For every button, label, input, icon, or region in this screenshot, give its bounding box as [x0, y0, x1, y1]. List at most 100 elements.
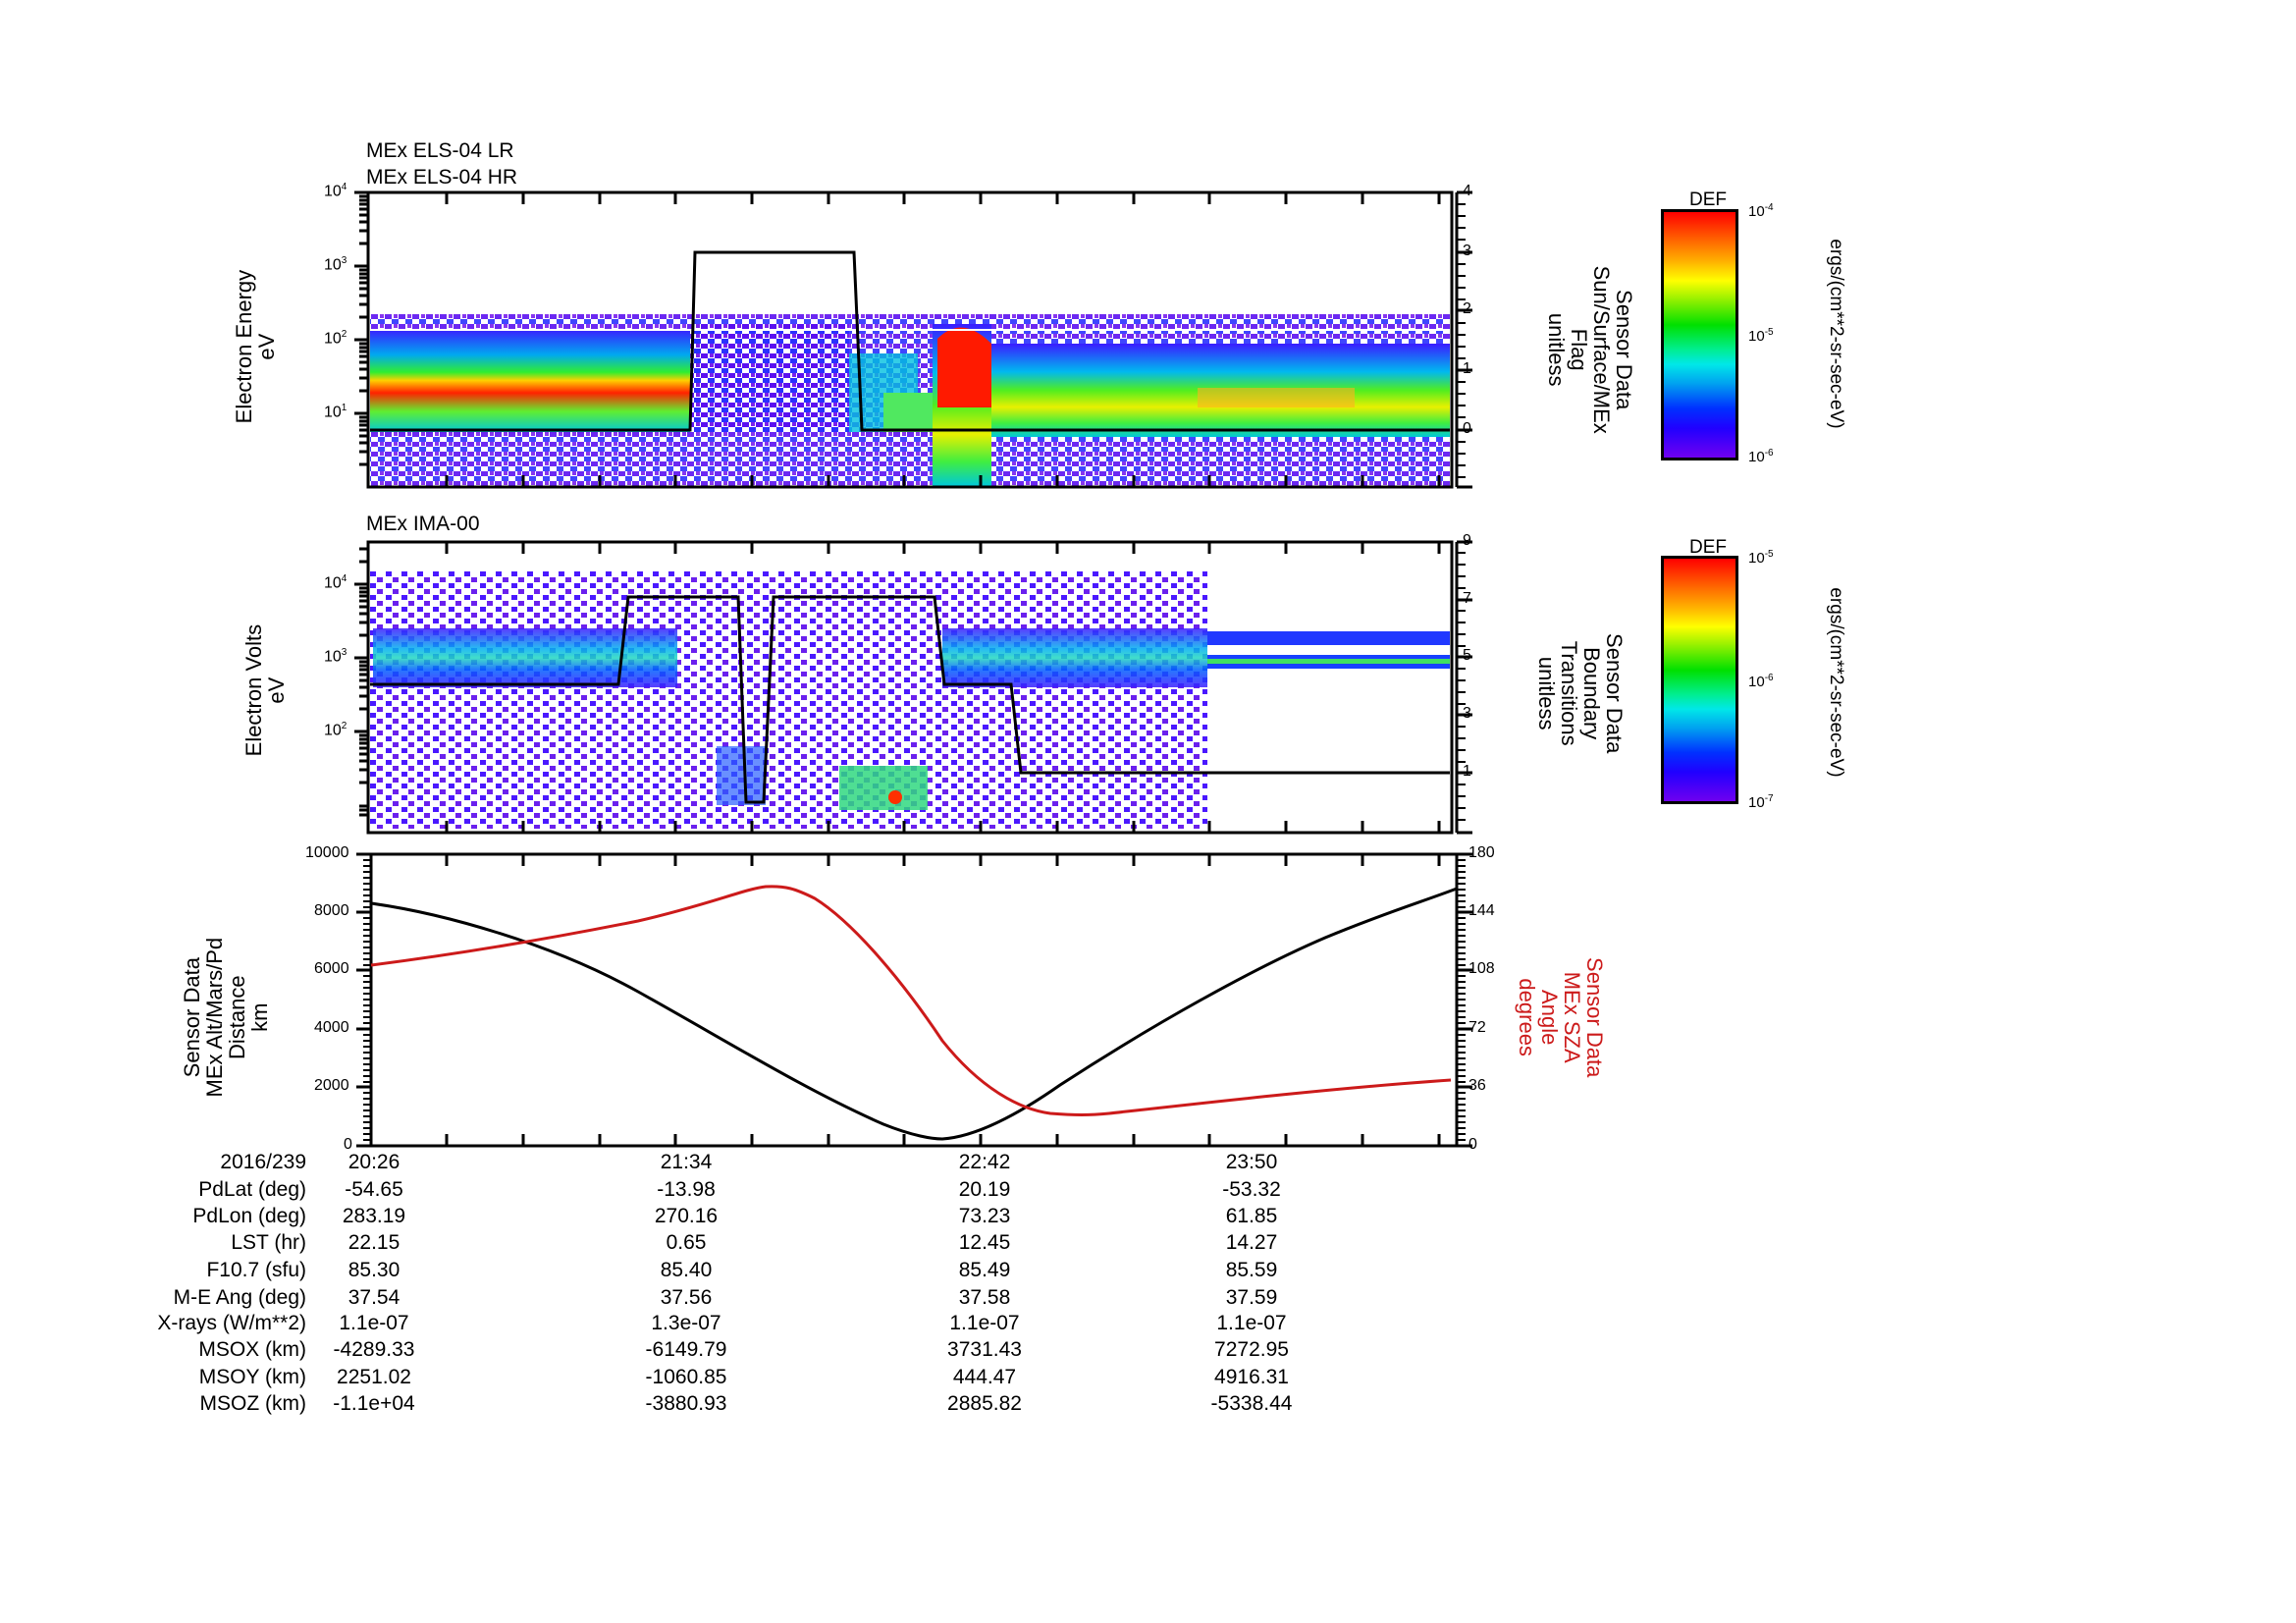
row-label-msoy: MSOY (km) — [198, 1366, 306, 1388]
xrays-4: 1.1e-07 — [1216, 1312, 1287, 1334]
msox-3: 3731.43 — [947, 1338, 1022, 1361]
pdlon-4: 61.85 — [1225, 1205, 1278, 1227]
pdlat-3: 20.19 — [958, 1178, 1011, 1201]
colorbar1-mid-label: 10-5 — [1748, 327, 1774, 345]
colorbar1-top-label: 10-4 — [1748, 202, 1774, 220]
els-y2tick-3: 3 — [1463, 243, 1471, 259]
row-label-me-ang: M-E Ang (deg) — [173, 1286, 306, 1309]
orbit-ytick-10000: 10000 — [305, 844, 349, 861]
orbit-y2tick-180: 180 — [1468, 844, 1495, 861]
ima-boundary-line — [370, 595, 1450, 804]
lst-2: 0.65 — [666, 1231, 707, 1254]
msox-1: -4289.33 — [333, 1338, 415, 1361]
msoy-4: 4916.31 — [1214, 1366, 1289, 1388]
time-tick-3: 22:42 — [958, 1151, 1011, 1173]
els-y2tick-4: 4 — [1463, 183, 1471, 199]
row-label-xrays: X-rays (W/m**2) — [157, 1312, 306, 1334]
pdlon-3: 73.23 — [958, 1205, 1011, 1227]
pdlat-4: -53.32 — [1222, 1178, 1281, 1201]
f107-3: 85.49 — [958, 1259, 1011, 1281]
orbit-y2tick-108: 108 — [1468, 960, 1495, 977]
ima-y2tick-1: 1 — [1463, 763, 1471, 780]
time-tick-4: 23:50 — [1225, 1151, 1278, 1173]
orbit-ytick-6000: 6000 — [314, 960, 349, 977]
els-y2tick-0: 0 — [1463, 420, 1471, 437]
els-ytick-1e3: 103 — [324, 255, 347, 274]
orbit-ytick-0: 0 — [344, 1136, 352, 1153]
time-tick-1: 20:26 — [347, 1151, 400, 1173]
msoz-2: -3880.93 — [645, 1392, 727, 1415]
pdlat-2: -13.98 — [657, 1178, 716, 1201]
pdlon-1: 283.19 — [342, 1205, 406, 1227]
els-ytick-1e1: 101 — [324, 403, 347, 421]
orbit-ytick-8000: 8000 — [314, 902, 349, 919]
me-ang-4: 37.59 — [1225, 1286, 1278, 1309]
ima-ytick-1e3: 103 — [324, 647, 347, 666]
els-title-lr: MEx ELS-04 LR — [366, 139, 514, 162]
ima-y2tick-9: 9 — [1463, 532, 1471, 549]
msoz-3: 2885.82 — [947, 1392, 1022, 1415]
colorbar2-title: DEF — [1689, 537, 1727, 558]
f107-2: 85.40 — [660, 1259, 713, 1281]
els-y2tick-2: 2 — [1463, 300, 1471, 317]
colorbar1 — [1661, 209, 1738, 460]
me-ang-2: 37.56 — [660, 1286, 713, 1309]
pdlon-2: 270.16 — [654, 1205, 719, 1227]
msoy-3: 444.47 — [952, 1366, 1017, 1388]
msoy-1: 2251.02 — [337, 1366, 411, 1388]
f107-4: 85.59 — [1225, 1259, 1278, 1281]
orbit-y2tick-36: 36 — [1468, 1077, 1486, 1094]
lst-1: 22.15 — [347, 1231, 400, 1254]
altitude-curve — [370, 887, 1458, 1141]
colorbar1-title: DEF — [1689, 189, 1727, 210]
orbit-ytick-4000: 4000 — [314, 1019, 349, 1036]
els-title-hr: MEx ELS-04 HR — [366, 166, 518, 189]
msox-2: -6149.79 — [645, 1338, 727, 1361]
msoz-4: -5338.44 — [1210, 1392, 1293, 1415]
ima-title: MEx IMA-00 — [366, 513, 480, 535]
els-y2tick-1: 1 — [1463, 360, 1471, 377]
row-label-f107: F10.7 (sfu) — [206, 1259, 306, 1281]
els-flag-line — [370, 250, 1450, 432]
orbit-y2tick-144: 144 — [1468, 902, 1495, 919]
ima-y2tick-5: 5 — [1463, 647, 1471, 664]
orbit-y2-axis-label: Sensor Data MEx SZA Angle degrees — [1514, 957, 1608, 1078]
colorbar2-top-label: 10-5 — [1748, 549, 1774, 567]
els-ytick-1e4: 104 — [324, 182, 347, 200]
orbit-ytick-2000: 2000 — [314, 1077, 349, 1094]
pdlat-1: -54.65 — [345, 1178, 403, 1201]
me-ang-1: 37.54 — [347, 1286, 400, 1309]
msox-4: 7272.95 — [1214, 1338, 1289, 1361]
colorbar2-mid-label: 10-6 — [1748, 673, 1774, 690]
lst-3: 12.45 — [958, 1231, 1011, 1254]
row-label-msoz: MSOZ (km) — [199, 1392, 306, 1415]
msoz-1: -1.1e+04 — [333, 1392, 415, 1415]
row-label-lst: LST (hr) — [231, 1231, 306, 1254]
els-ytick-1e2: 102 — [324, 329, 347, 348]
colorbar2 — [1661, 556, 1738, 804]
row-label-pdlon: PdLon (deg) — [192, 1205, 306, 1227]
ima-ytick-1e2: 102 — [324, 721, 347, 739]
me-ang-3: 37.58 — [958, 1286, 1011, 1309]
colorbar1-bottom-label: 10-6 — [1748, 448, 1774, 465]
row-label-date: 2016/239 — [220, 1151, 306, 1173]
ima-ytick-1e4: 104 — [324, 573, 347, 592]
xrays-3: 1.1e-07 — [949, 1312, 1020, 1334]
lst-4: 14.27 — [1225, 1231, 1278, 1254]
row-label-pdlat: PdLat (deg) — [198, 1178, 306, 1201]
ima-y2tick-7: 7 — [1463, 590, 1471, 607]
xrays-1: 1.1e-07 — [339, 1312, 409, 1334]
orbit-y2tick-72: 72 — [1468, 1019, 1486, 1036]
f107-1: 85.30 — [347, 1259, 400, 1281]
time-tick-2: 21:34 — [660, 1151, 713, 1173]
ima-y2tick-3: 3 — [1463, 705, 1471, 722]
orbit-y2tick-0: 0 — [1468, 1136, 1477, 1153]
colorbar2-bottom-label: 10-7 — [1748, 793, 1774, 811]
row-label-msox: MSOX (km) — [198, 1338, 306, 1361]
msoy-2: -1060.85 — [645, 1366, 727, 1388]
sza-curve — [370, 885, 1452, 1116]
xrays-2: 1.3e-07 — [651, 1312, 721, 1334]
